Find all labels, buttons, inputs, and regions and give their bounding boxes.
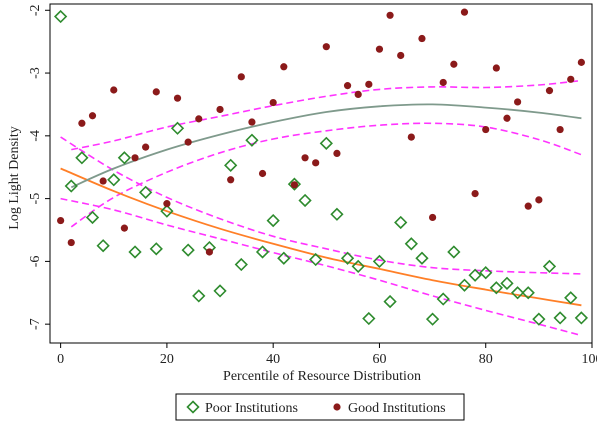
y-tick-label: -6	[28, 256, 43, 268]
x-tick-label: 20	[160, 352, 174, 367]
good-institution-point	[535, 196, 542, 203]
good-institution-point	[153, 88, 160, 95]
good-institution-point	[440, 79, 447, 86]
good-institution-point	[450, 61, 457, 68]
legend-dot-icon	[333, 403, 340, 410]
good-institution-point	[78, 120, 85, 127]
good-institution-point	[344, 82, 351, 89]
good-institution-point	[471, 190, 478, 197]
good-institution-point	[227, 176, 234, 183]
x-tick-label: 40	[266, 352, 280, 367]
x-tick-label: 60	[372, 352, 386, 367]
good-institution-point	[57, 217, 64, 224]
good-institution-point	[557, 126, 564, 133]
good-institution-point	[301, 154, 308, 161]
good-institution-point	[546, 87, 553, 94]
y-tick-label: -7	[28, 318, 43, 330]
good-institution-point	[206, 248, 213, 255]
x-tick-label: 100	[582, 352, 597, 367]
good-institution-point	[503, 115, 510, 122]
good-institution-point	[248, 118, 255, 125]
good-institution-point	[429, 214, 436, 221]
good-institution-point	[110, 86, 117, 93]
good-institution-point	[355, 91, 362, 98]
good-institution-point	[174, 95, 181, 102]
good-institution-point	[578, 59, 585, 66]
good-institution-point	[386, 12, 393, 19]
good-institution-point	[525, 203, 532, 210]
good-institution-point	[291, 181, 298, 188]
good-institution-point	[163, 200, 170, 207]
good-institution-point	[408, 133, 415, 140]
good-institution-point	[270, 99, 277, 106]
y-tick-label: -3	[28, 67, 43, 79]
y-tick-label: -2	[28, 4, 43, 16]
good-institution-point	[567, 76, 574, 83]
good-institution-point	[142, 144, 149, 151]
legend-label-poor: Poor Institutions	[205, 401, 298, 416]
good-institution-point	[100, 177, 107, 184]
good-institution-point	[365, 81, 372, 88]
x-tick-label: 80	[479, 352, 493, 367]
good-institution-point	[195, 115, 202, 122]
good-institution-point	[493, 64, 500, 71]
good-institution-point	[397, 52, 404, 59]
y-tick-label: -4	[28, 130, 43, 142]
y-axis-label: Log Light Density	[7, 126, 22, 229]
good-institution-point	[68, 239, 75, 246]
good-institution-point	[89, 112, 96, 119]
good-institution-point	[418, 35, 425, 42]
good-institution-point	[131, 154, 138, 161]
good-institution-point	[461, 9, 468, 16]
good-institution-point	[333, 150, 340, 157]
good-institution-point	[216, 106, 223, 113]
good-institution-point	[185, 139, 192, 146]
good-institution-point	[514, 98, 521, 105]
good-institution-point	[121, 225, 128, 232]
good-institution-point	[238, 73, 245, 80]
y-tick-label: -5	[28, 193, 43, 205]
good-institution-point	[259, 170, 266, 177]
good-institution-point	[323, 43, 330, 50]
x-axis-label: Percentile of Resource Distribution	[223, 369, 421, 384]
good-institution-point	[312, 159, 319, 166]
good-institution-point	[280, 63, 287, 70]
good-institution-point	[482, 126, 489, 133]
x-tick-label: 0	[57, 352, 64, 367]
good-institution-point	[376, 46, 383, 53]
legend: Poor Institutions Good Institutions	[176, 394, 464, 420]
legend-label-good: Good Institutions	[348, 401, 446, 416]
